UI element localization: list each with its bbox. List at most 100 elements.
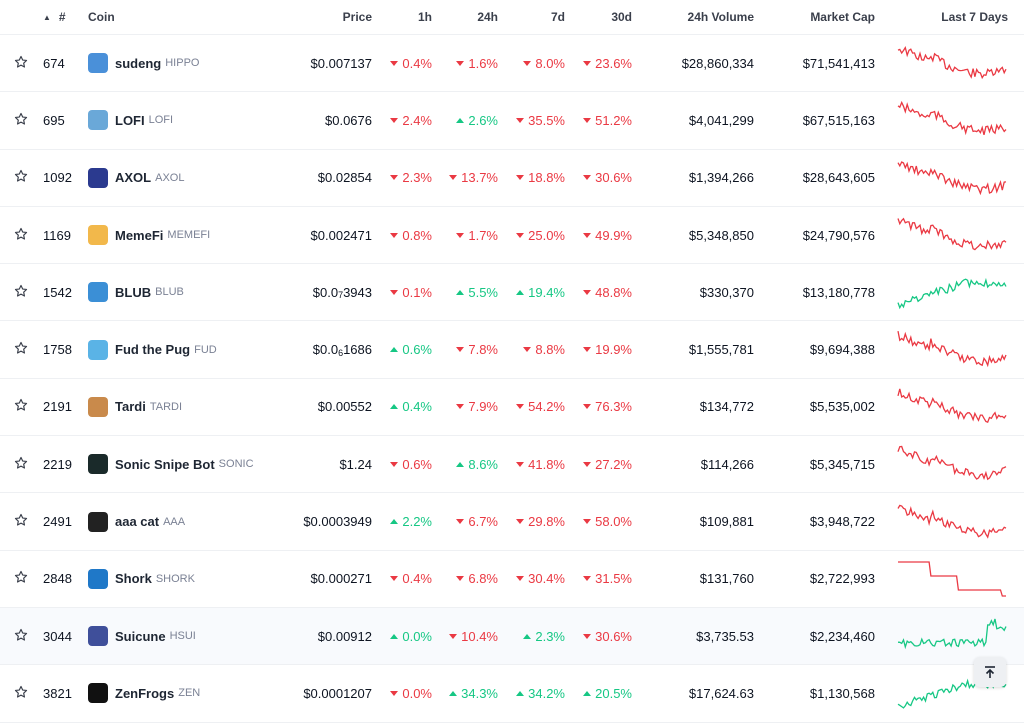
- coin-link[interactable]: LOFI LOFI: [88, 92, 298, 148]
- coin-symbol: TARDI: [149, 400, 183, 413]
- sparkline-svg: [897, 618, 1007, 650]
- rank-header[interactable]: ▲ #: [43, 10, 66, 24]
- watchlist-star-button[interactable]: [12, 436, 30, 492]
- sparkline-svg: [897, 101, 1007, 136]
- table-row[interactable]: 1758 Fud the Pug FUD $0.0 6 1686 0.6% 7.8% 8.8% 1…: [0, 321, 1024, 379]
- table-row[interactable]: 2219 Sonic Snipe Bot SONIC $1.24 0.6% 8.6% 41.…: [0, 436, 1024, 494]
- coin-logo-icon: [88, 396, 108, 417]
- sort-up-icon[interactable]: ▲: [43, 12, 51, 22]
- table-row[interactable]: 674 sudeng HIPPO $0.007137 0.4% 1.6% 8.0% 23.6%…: [0, 35, 1024, 93]
- rank: 2848: [43, 571, 72, 587]
- coin-name: aaa cat: [115, 514, 160, 530]
- price-header[interactable]: Price: [342, 10, 372, 24]
- coin-link[interactable]: sudeng HIPPO: [88, 35, 298, 91]
- star-icon: [14, 341, 28, 358]
- watchlist-star-button[interactable]: [12, 551, 30, 607]
- table-row[interactable]: 1169 MemeFi MEMEFI $0.002471 0.8% 1.7% 25.0% 49…: [0, 207, 1024, 265]
- market-cap: $13,180,778: [802, 284, 875, 300]
- 24h-change: 2.6%: [456, 113, 498, 128]
- coin-header[interactable]: Coin: [88, 10, 115, 24]
- 7d-header[interactable]: 7d: [550, 10, 565, 24]
- rank: 2191: [43, 399, 72, 415]
- 7d-direction-icon: [516, 289, 525, 295]
- 24h-header[interactable]: 24h: [477, 10, 498, 24]
- coin-link[interactable]: ZenFrogs ZEN: [88, 665, 298, 721]
- table-body: 674 sudeng HIPPO $0.007137 0.4% 1.6% 8.0% 23.6%…: [0, 35, 1024, 723]
- 1h-change: 0.8%: [390, 228, 432, 243]
- rank: 2219: [43, 456, 72, 472]
- 24h-direction-icon: [456, 60, 465, 66]
- sparkline-path: [897, 101, 1007, 136]
- coin-link[interactable]: Sonic Snipe Bot SONIC: [88, 436, 298, 492]
- market-cap: $9,694,388: [809, 342, 875, 358]
- 30d-header[interactable]: 30d: [611, 10, 632, 24]
- 1h-direction-icon: [390, 576, 399, 582]
- coin-link[interactable]: Suicune HSUI: [88, 608, 298, 664]
- 30d-direction-icon: [583, 117, 592, 123]
- coin-name: AXOL: [115, 170, 152, 186]
- table-row[interactable]: 1542 BLUB BLUB $0.0 7 3943 0.1% 5.5% 19.4% 48.8% $…: [0, 264, 1024, 322]
- 24h-direction-icon: [449, 633, 458, 639]
- 7d-direction-icon: [516, 690, 525, 696]
- volume: $114,266: [700, 456, 754, 472]
- 24h-change: 7.8%: [456, 342, 498, 357]
- coin-link[interactable]: MemeFi MEMEFI: [88, 207, 298, 263]
- table-row[interactable]: 2848 Shork SHORK $0.000271 0.4% 6.8% 30.4% 31.5…: [0, 551, 1024, 608]
- market-cap-header[interactable]: Market Cap: [810, 10, 875, 24]
- 30d-change: 30.6%: [583, 170, 632, 185]
- watchlist-star-button[interactable]: [12, 608, 30, 664]
- table-row[interactable]: 1092 AXOL AXOL $0.02854 2.3% 13.7% 18.8% 30.6% $…: [0, 150, 1024, 207]
- star-icon: [14, 112, 28, 129]
- volume-header[interactable]: 24h Volume: [687, 10, 754, 24]
- 24h-direction-icon: [456, 519, 465, 525]
- coin-link[interactable]: Tardi TARDI: [88, 379, 298, 435]
- 7d-direction-icon: [523, 347, 532, 353]
- coin-link[interactable]: Fud the Pug FUD: [88, 321, 298, 377]
- coin-symbol: AAA: [163, 515, 186, 528]
- watchlist-star-button[interactable]: [12, 207, 30, 263]
- coin-link[interactable]: Shork SHORK: [88, 551, 298, 607]
- sparkline-path: [897, 278, 1007, 310]
- watchlist-star-button[interactable]: [12, 150, 30, 206]
- watchlist-star-button[interactable]: [12, 92, 30, 148]
- 1h-direction-icon: [390, 289, 399, 295]
- volume: $1,555,781: [688, 342, 754, 358]
- coin-name: MemeFi: [115, 227, 164, 243]
- coin-logo-icon: [88, 454, 108, 475]
- watchlist-star-button[interactable]: [12, 321, 30, 377]
- table-row[interactable]: 3044 Suicune HSUI $0.00912 0.0% 10.4% 2.3% 30.6…: [0, 607, 1024, 666]
- watchlist-star-button[interactable]: [12, 379, 30, 435]
- 7d-direction-icon: [516, 404, 525, 410]
- watchlist-star-button[interactable]: [12, 493, 30, 549]
- volume: $109,881: [699, 514, 754, 530]
- 7d-change: 19.4%: [516, 285, 565, 300]
- table-row[interactable]: 695 LOFI LOFI $0.0676 2.4% 2.6% 35.5% 51.2% $4,0…: [0, 92, 1024, 150]
- coin-link[interactable]: AXOL AXOL: [88, 150, 298, 206]
- coin-link[interactable]: aaa cat AAA: [88, 493, 298, 549]
- coin-name: Fud the Pug: [115, 342, 191, 358]
- watchlist-star-button[interactable]: [12, 264, 30, 320]
- coin-symbol: MEMEFI: [167, 229, 211, 242]
- 1h-change: 0.1%: [390, 285, 432, 300]
- 7d-change: 54.2%: [516, 399, 565, 414]
- 30d-direction-icon: [583, 175, 592, 181]
- 1h-header[interactable]: 1h: [417, 10, 432, 24]
- coin-logo-icon: [88, 282, 108, 303]
- last-7-days-header: Last 7 Days: [941, 10, 1008, 24]
- watchlist-star-button[interactable]: [12, 35, 30, 91]
- watchlist-star-button[interactable]: [12, 665, 30, 721]
- market-cap: $28,643,605: [802, 170, 875, 186]
- coin-logo-icon: [88, 53, 108, 74]
- 30d-change: 48.8%: [583, 285, 632, 300]
- table-row[interactable]: 2191 Tardi TARDI $0.00552 0.4% 7.9% 54.2% 76.3%…: [0, 379, 1024, 437]
- 24h-direction-icon: [456, 232, 465, 238]
- market-cap: $71,541,413: [802, 55, 875, 71]
- 7d-direction-icon: [516, 175, 525, 181]
- 1h-change: 0.4%: [390, 399, 432, 414]
- table-row[interactable]: 2491 aaa cat AAA $0.0003949 2.2% 6.7% 29.8% 58.…: [0, 493, 1024, 551]
- coin-symbol: SONIC: [218, 458, 254, 471]
- scroll-to-top-button[interactable]: [974, 657, 1006, 687]
- star-icon: [14, 398, 28, 415]
- coin-link[interactable]: BLUB BLUB: [88, 264, 298, 320]
- 1h-change: 2.3%: [390, 170, 432, 185]
